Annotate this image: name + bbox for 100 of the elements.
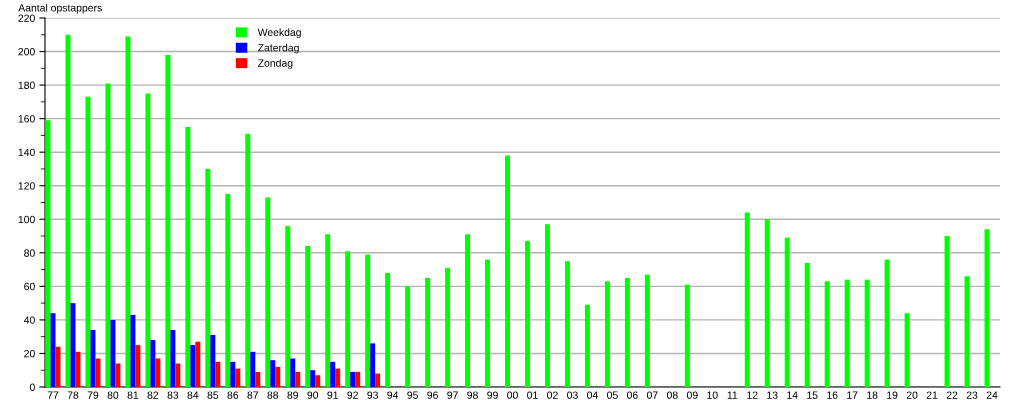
y-tick-label: 100 (18, 215, 35, 224)
x-tick-label: 22 (946, 391, 958, 399)
y-tick-label: 140 (18, 148, 35, 157)
y-tick-label: 220 (18, 14, 35, 22)
bar (250, 351, 256, 387)
x-tick-label: 00 (507, 391, 518, 399)
x-tick-label: 96 (427, 391, 438, 399)
x-tick-label: 94 (387, 391, 399, 399)
bar (290, 358, 296, 387)
bar (864, 279, 870, 387)
x-tick-label: 20 (906, 391, 918, 399)
bar (964, 276, 970, 387)
bar (105, 83, 111, 387)
x-tick-label: 17 (847, 391, 858, 399)
bar (55, 346, 61, 387)
bar (330, 361, 336, 387)
x-tick-label: 04 (587, 391, 598, 399)
x-tick-label: 02 (547, 391, 558, 399)
bar (784, 237, 790, 387)
x-tick-label: 13 (767, 391, 778, 399)
bar (584, 304, 590, 387)
x-tick-label: 05 (607, 391, 618, 399)
bar (165, 54, 171, 387)
bar (135, 345, 141, 387)
x-tick-label: 15 (807, 391, 818, 399)
x-tick-label: 06 (627, 391, 638, 399)
legend-label: Weekdag (257, 28, 301, 39)
legend-label: Zondag (258, 59, 293, 69)
bar (65, 34, 71, 387)
bar (110, 319, 116, 387)
bar (425, 277, 431, 387)
bar (335, 368, 341, 387)
bar (505, 155, 511, 387)
y-tick-label: 200 (18, 48, 35, 56)
y-tick-label: 40 (23, 316, 35, 324)
bar (365, 254, 371, 387)
y-tick-label: 180 (18, 81, 35, 89)
x-tick-label: 83 (167, 391, 179, 399)
x-tick-label: 21 (926, 391, 938, 399)
x-tick-label: 85 (207, 391, 219, 399)
bar (884, 259, 890, 387)
bar (544, 224, 550, 387)
bar (804, 262, 810, 387)
x-tick-label: 11 (727, 391, 738, 399)
bar (370, 343, 376, 387)
bar (245, 133, 251, 387)
x-tick-label: 82 (147, 391, 159, 399)
x-tick-label: 80 (107, 391, 119, 399)
bar (385, 272, 391, 387)
bar (684, 284, 690, 387)
bar (170, 329, 176, 387)
bar (465, 234, 471, 387)
x-tick-label: 86 (227, 391, 239, 399)
bar (904, 313, 910, 387)
x-tick-label: 03 (567, 391, 578, 399)
bar (405, 286, 411, 387)
bar (525, 241, 530, 387)
bar (50, 313, 56, 387)
bar (265, 197, 271, 387)
bar (984, 229, 990, 387)
x-tick-label: 78 (67, 391, 79, 399)
x-tick-label: 19 (887, 391, 898, 399)
bar (350, 371, 356, 387)
bar (215, 361, 221, 387)
bar (315, 375, 321, 387)
x-tick-label: 10 (707, 391, 718, 399)
bar (375, 373, 381, 387)
x-tick-label: 24 (986, 391, 998, 399)
y-tick-label: 120 (18, 182, 35, 190)
bar (944, 236, 950, 387)
bar (145, 93, 151, 387)
x-tick-label: 97 (447, 391, 458, 399)
x-tick-label: 93 (367, 391, 378, 399)
bar (210, 335, 216, 387)
bar (195, 341, 201, 387)
bar (445, 267, 451, 387)
y-tick-label: 60 (24, 282, 35, 291)
bar (285, 225, 291, 387)
y-tick-label: 20 (24, 349, 35, 358)
y-tick-label: 80 (24, 249, 35, 257)
bar (295, 371, 301, 387)
bar (624, 277, 630, 387)
x-tick-label: 89 (287, 391, 299, 399)
x-tick-label: 88 (267, 391, 279, 399)
x-tick-label: 84 (187, 391, 199, 399)
bar (150, 340, 156, 387)
bar (824, 281, 830, 387)
bar (90, 329, 96, 387)
x-tick-label: 23 (966, 391, 978, 399)
x-tick-label: 99 (487, 391, 498, 399)
x-tick-label: 01 (527, 391, 538, 399)
bar (235, 368, 241, 387)
x-tick-label: 08 (666, 391, 678, 399)
bar (275, 366, 281, 387)
x-tick-label: 77 (47, 391, 59, 399)
x-tick-label: 16 (827, 391, 838, 399)
bar (75, 351, 81, 387)
x-tick-label: 95 (407, 391, 418, 399)
bar (310, 370, 316, 387)
bar (604, 281, 610, 387)
